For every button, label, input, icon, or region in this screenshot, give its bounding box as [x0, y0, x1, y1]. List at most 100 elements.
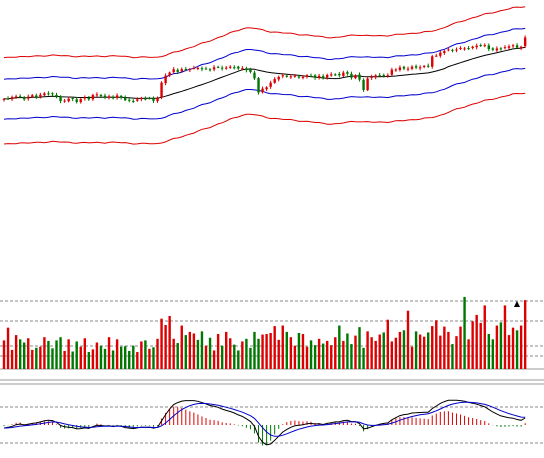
volume-bar: [503, 305, 507, 369]
volume-bar: [301, 334, 305, 369]
candle-body: [233, 67, 236, 69]
candle-body: [519, 46, 523, 49]
candle-body: [451, 49, 454, 51]
volume-bar: [431, 326, 434, 369]
candle-body: [507, 46, 511, 48]
candle-body: [156, 98, 159, 102]
candle-body: [390, 69, 394, 75]
volume-bar: [51, 348, 54, 369]
volume-bar: [455, 336, 458, 369]
volume-bar: [463, 296, 466, 369]
volume-bar: [132, 345, 135, 369]
candle-body: [475, 45, 478, 48]
candle-body: [491, 48, 495, 50]
candle-body: [27, 96, 30, 99]
volume-bar: [346, 333, 349, 369]
candle-body: [144, 98, 147, 100]
candle-body: [152, 98, 155, 101]
volume-bar: [414, 331, 418, 369]
volume-bar: [447, 331, 450, 369]
candle-body: [467, 48, 470, 50]
candle-body: [483, 45, 486, 47]
candle-body: [39, 94, 42, 97]
volume-bar: [172, 338, 175, 369]
volume-bar: [451, 344, 454, 369]
volume-bar: [410, 346, 414, 369]
candle-body: [111, 96, 115, 99]
volume-bar: [402, 330, 406, 369]
volume-bar: [156, 338, 159, 369]
volume-bar: [499, 322, 503, 369]
volume-bar: [515, 330, 519, 369]
candle-body: [119, 95, 123, 98]
volume-bar: [115, 339, 119, 369]
volume-bar: [427, 332, 430, 369]
volume-bar: [273, 326, 276, 369]
volume-bar: [334, 337, 337, 369]
volume-bar: [200, 331, 204, 369]
volume-bar: [99, 345, 103, 369]
volume-bar: [208, 337, 212, 369]
candle-body: [309, 75, 313, 77]
volume-bar: [216, 334, 220, 369]
outer-envelope-lower: [3, 92, 526, 145]
volume-bar: [443, 326, 446, 369]
volume-bar: [281, 325, 284, 369]
candle-body: [374, 75, 377, 78]
candle-body: [523, 37, 527, 47]
volume-bar: [362, 347, 365, 369]
volume-bar: [237, 350, 240, 369]
candle-body: [402, 66, 406, 69]
outer-envelope-upper: [3, 6, 526, 59]
candle-body: [132, 100, 135, 102]
candle-body: [10, 97, 14, 100]
volume-bar: [386, 319, 389, 369]
candle-body: [479, 45, 482, 47]
candle-body: [253, 72, 256, 79]
volume-bar: [196, 339, 200, 369]
volume-bar: [241, 341, 244, 369]
volume-bar: [269, 332, 272, 369]
candle-body: [459, 47, 462, 49]
volume-bar: [309, 340, 313, 369]
volume-bar: [220, 345, 224, 369]
volume-bar: [192, 333, 196, 369]
candle-body: [435, 55, 438, 57]
volume-bar: [140, 341, 143, 369]
volume-bar: [91, 349, 95, 369]
candle-body: [422, 65, 426, 67]
candle-body: [418, 67, 422, 69]
volume-bar: [23, 342, 26, 369]
volume-bar: [10, 349, 14, 369]
inner-envelope-lower: [3, 67, 526, 120]
volume-bar: [370, 337, 373, 369]
candle-body: [503, 47, 507, 49]
candle-body: [225, 67, 228, 69]
volume-bar: [176, 343, 179, 369]
volume-bar: [229, 338, 232, 369]
volume-bar: [212, 350, 216, 369]
volume-bar: [71, 351, 74, 369]
volume-bar: [330, 345, 333, 369]
candle-body: [273, 79, 276, 83]
volume-bar: [471, 321, 474, 369]
volume-peak-marker: ▲: [514, 299, 521, 308]
candle-body: [398, 67, 402, 70]
volume-bar: [253, 331, 256, 369]
candle-body: [172, 69, 175, 73]
volume-bar: [261, 334, 264, 369]
volume-bar: [479, 322, 482, 369]
candle-body: [297, 76, 301, 78]
volume-bar: [285, 331, 288, 369]
volume-bar: [119, 346, 123, 369]
candle-body: [128, 99, 131, 101]
candle-body: [14, 96, 18, 98]
volume-bar: [188, 331, 192, 369]
price-panel: [2, 6, 527, 145]
volume-bar: [467, 339, 470, 369]
inner-envelope-upper: [3, 27, 526, 80]
candle-body: [427, 65, 430, 67]
candle-body: [301, 76, 305, 78]
